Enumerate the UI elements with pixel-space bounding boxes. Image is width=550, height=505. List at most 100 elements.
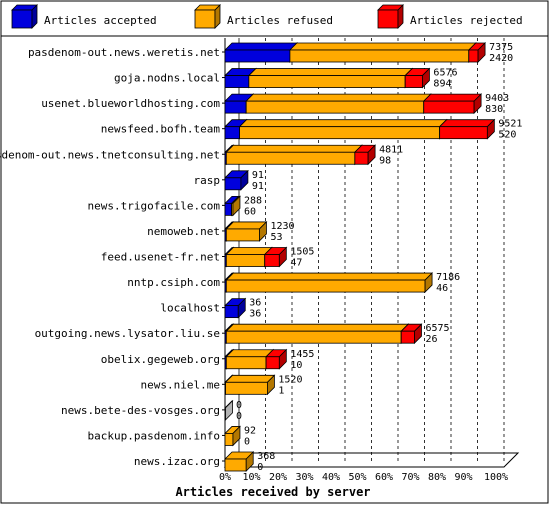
offered-value-label: 6575 bbox=[425, 323, 449, 334]
accepted-value-label: 47 bbox=[290, 258, 302, 269]
bar-segment-articles-refused-front bbox=[225, 151, 356, 165]
bar-segment-articles-refused bbox=[225, 144, 363, 166]
legend-label-3: Articles rejected bbox=[410, 14, 523, 27]
bar-segment-articles-refused bbox=[224, 451, 255, 472]
bar-segment-articles-refused-top bbox=[225, 247, 273, 255]
bar-segment-articles-rejected bbox=[353, 144, 377, 166]
offered-value-label: 7186 bbox=[436, 272, 460, 283]
offered-value-label: 1505 bbox=[290, 247, 314, 258]
offered-value-label: 288 bbox=[244, 195, 262, 206]
category-label: nemoweb.net bbox=[147, 225, 220, 238]
accepted-value-label: 10 bbox=[290, 360, 302, 371]
offered-value-label: 1520 bbox=[278, 374, 302, 385]
bar-segment-articles-refused-top bbox=[238, 119, 448, 128]
bar-segment-articles-rejected bbox=[422, 93, 483, 115]
accepted-value-label: 91 bbox=[252, 181, 264, 192]
x-tick-label: 70% bbox=[401, 472, 419, 483]
legend-swatch-2-side bbox=[214, 4, 221, 29]
bar-segment-articles-refused-top bbox=[245, 93, 432, 102]
accepted-value-label: 36 bbox=[249, 309, 261, 320]
bar-segment-articles-refused-top bbox=[224, 374, 276, 383]
bar-segment-articles-refused bbox=[225, 220, 268, 242]
offered-value-label: 368 bbox=[257, 451, 275, 462]
legend-swatch-3-front bbox=[377, 9, 399, 29]
offered-value-label: 91 bbox=[252, 170, 264, 181]
bar-segment-articles-rejected-side bbox=[422, 67, 430, 89]
x-tick-label: 50% bbox=[348, 472, 366, 483]
accepted-value-label: 0 bbox=[257, 462, 263, 473]
offered-value-label: 7375 bbox=[489, 42, 513, 53]
bar-segment-articles-refused-top bbox=[225, 272, 434, 281]
bar-segment-empty bbox=[224, 399, 234, 421]
category-label: obelix.gegeweb.org bbox=[101, 353, 220, 366]
bar-segment-articles-rejected bbox=[265, 348, 288, 370]
legend-swatch-2-front bbox=[194, 9, 216, 29]
bar-segment-articles-rejected-side bbox=[477, 42, 486, 63]
bar-segment-articles-refused-side bbox=[232, 195, 241, 217]
bar-segment-articles-accepted-front bbox=[224, 177, 242, 191]
offered-value-label: 1230 bbox=[270, 221, 294, 232]
offered-value-label: 4811 bbox=[379, 144, 403, 155]
bar-segment-articles-refused bbox=[224, 374, 276, 396]
accepted-value-label: 0 bbox=[236, 411, 242, 422]
bar-segment-articles-refused bbox=[230, 195, 241, 217]
bar-segment-articles-accepted-side bbox=[237, 297, 246, 319]
bar-segment-articles-accepted bbox=[224, 297, 247, 319]
bar-segment-articles-rejected-front bbox=[423, 100, 475, 114]
bar-segment-articles-accepted-top bbox=[224, 42, 298, 51]
bar-segment-articles-refused bbox=[245, 93, 432, 115]
legend-swatch-3 bbox=[377, 4, 404, 29]
bar-segment-articles-refused-side bbox=[266, 374, 275, 396]
bar-segment-articles-accepted-side bbox=[240, 169, 249, 191]
bar-segment-articles-refused bbox=[224, 425, 241, 447]
bar-segment-articles-rejected bbox=[404, 67, 431, 89]
bar-segment-articles-rejected-side bbox=[414, 323, 422, 345]
x-tick-label: 0% bbox=[219, 472, 231, 483]
bar-segment-empty-side bbox=[225, 399, 233, 421]
bar-segment-articles-rejected-side bbox=[278, 246, 287, 268]
offered-value-label: 6576 bbox=[433, 68, 457, 79]
bar-segment-articles-accepted-front bbox=[224, 49, 291, 63]
bar-segment-articles-rejected bbox=[467, 42, 487, 63]
category-label: newsfeed.bofh.team bbox=[101, 123, 221, 136]
bar-segment-articles-refused-top bbox=[247, 68, 414, 76]
bar-segment-articles-refused-side bbox=[424, 272, 433, 294]
category-label: outgoing.news.lysator.liu.se bbox=[35, 327, 220, 340]
bar-segment-articles-accepted-front bbox=[224, 202, 233, 216]
legend: Articles accepted Articles refused Article… bbox=[11, 4, 523, 29]
bar-segment-articles-refused-side bbox=[259, 220, 267, 242]
category-label: nntp.csiph.com bbox=[127, 276, 220, 289]
legend-swatch-3-side bbox=[397, 4, 404, 29]
bar-segment-articles-accepted-front bbox=[224, 305, 239, 319]
bar-segment-articles-rejected-front bbox=[354, 151, 369, 165]
bar-segment-articles-refused-side bbox=[245, 451, 254, 472]
bar-segment-articles-refused-front bbox=[245, 100, 425, 114]
legend-label-1: Articles accepted bbox=[44, 14, 157, 27]
legend-swatch-1 bbox=[11, 4, 38, 29]
bar-segment-articles-rejected-top bbox=[438, 119, 496, 128]
offered-value-label: 1455 bbox=[290, 349, 314, 360]
accepted-value-label: 98 bbox=[379, 155, 391, 166]
bar-segment-articles-refused bbox=[247, 67, 414, 89]
category-label: news.izac.org bbox=[134, 455, 220, 468]
bar-segment-articles-accepted-front bbox=[224, 126, 240, 140]
plot-area: 0% 10% 20% 30% 40% 50% 60% 70% 80% 90% 100% pasdeno… bbox=[0, 38, 522, 483]
bar-segment-articles-rejected-side bbox=[473, 93, 482, 115]
legend-swatch-1-side bbox=[31, 4, 38, 29]
offered-value-label: 36 bbox=[249, 298, 261, 309]
category-label: pasdenom-out.news.tnetconsulting.net bbox=[0, 148, 220, 161]
bar-segment-articles-refused-front bbox=[224, 433, 234, 446]
bar-segment-articles-accepted bbox=[224, 42, 298, 63]
category-label: pasdenom-out.news.weretis.net bbox=[28, 46, 220, 59]
category-label: localhost bbox=[160, 302, 220, 315]
bar-segment-articles-rejected-front bbox=[468, 49, 479, 63]
bar-segment-articles-rejected-side bbox=[486, 118, 495, 140]
bar-segment-articles-refused-front bbox=[289, 49, 470, 63]
accepted-value-label: 53 bbox=[270, 232, 282, 243]
x-tick-label: 100% bbox=[484, 472, 508, 483]
bar-segment-articles-rejected-side bbox=[278, 348, 287, 370]
x-tick-label: 20% bbox=[269, 472, 287, 483]
bar-segment-articles-refused bbox=[225, 323, 410, 345]
